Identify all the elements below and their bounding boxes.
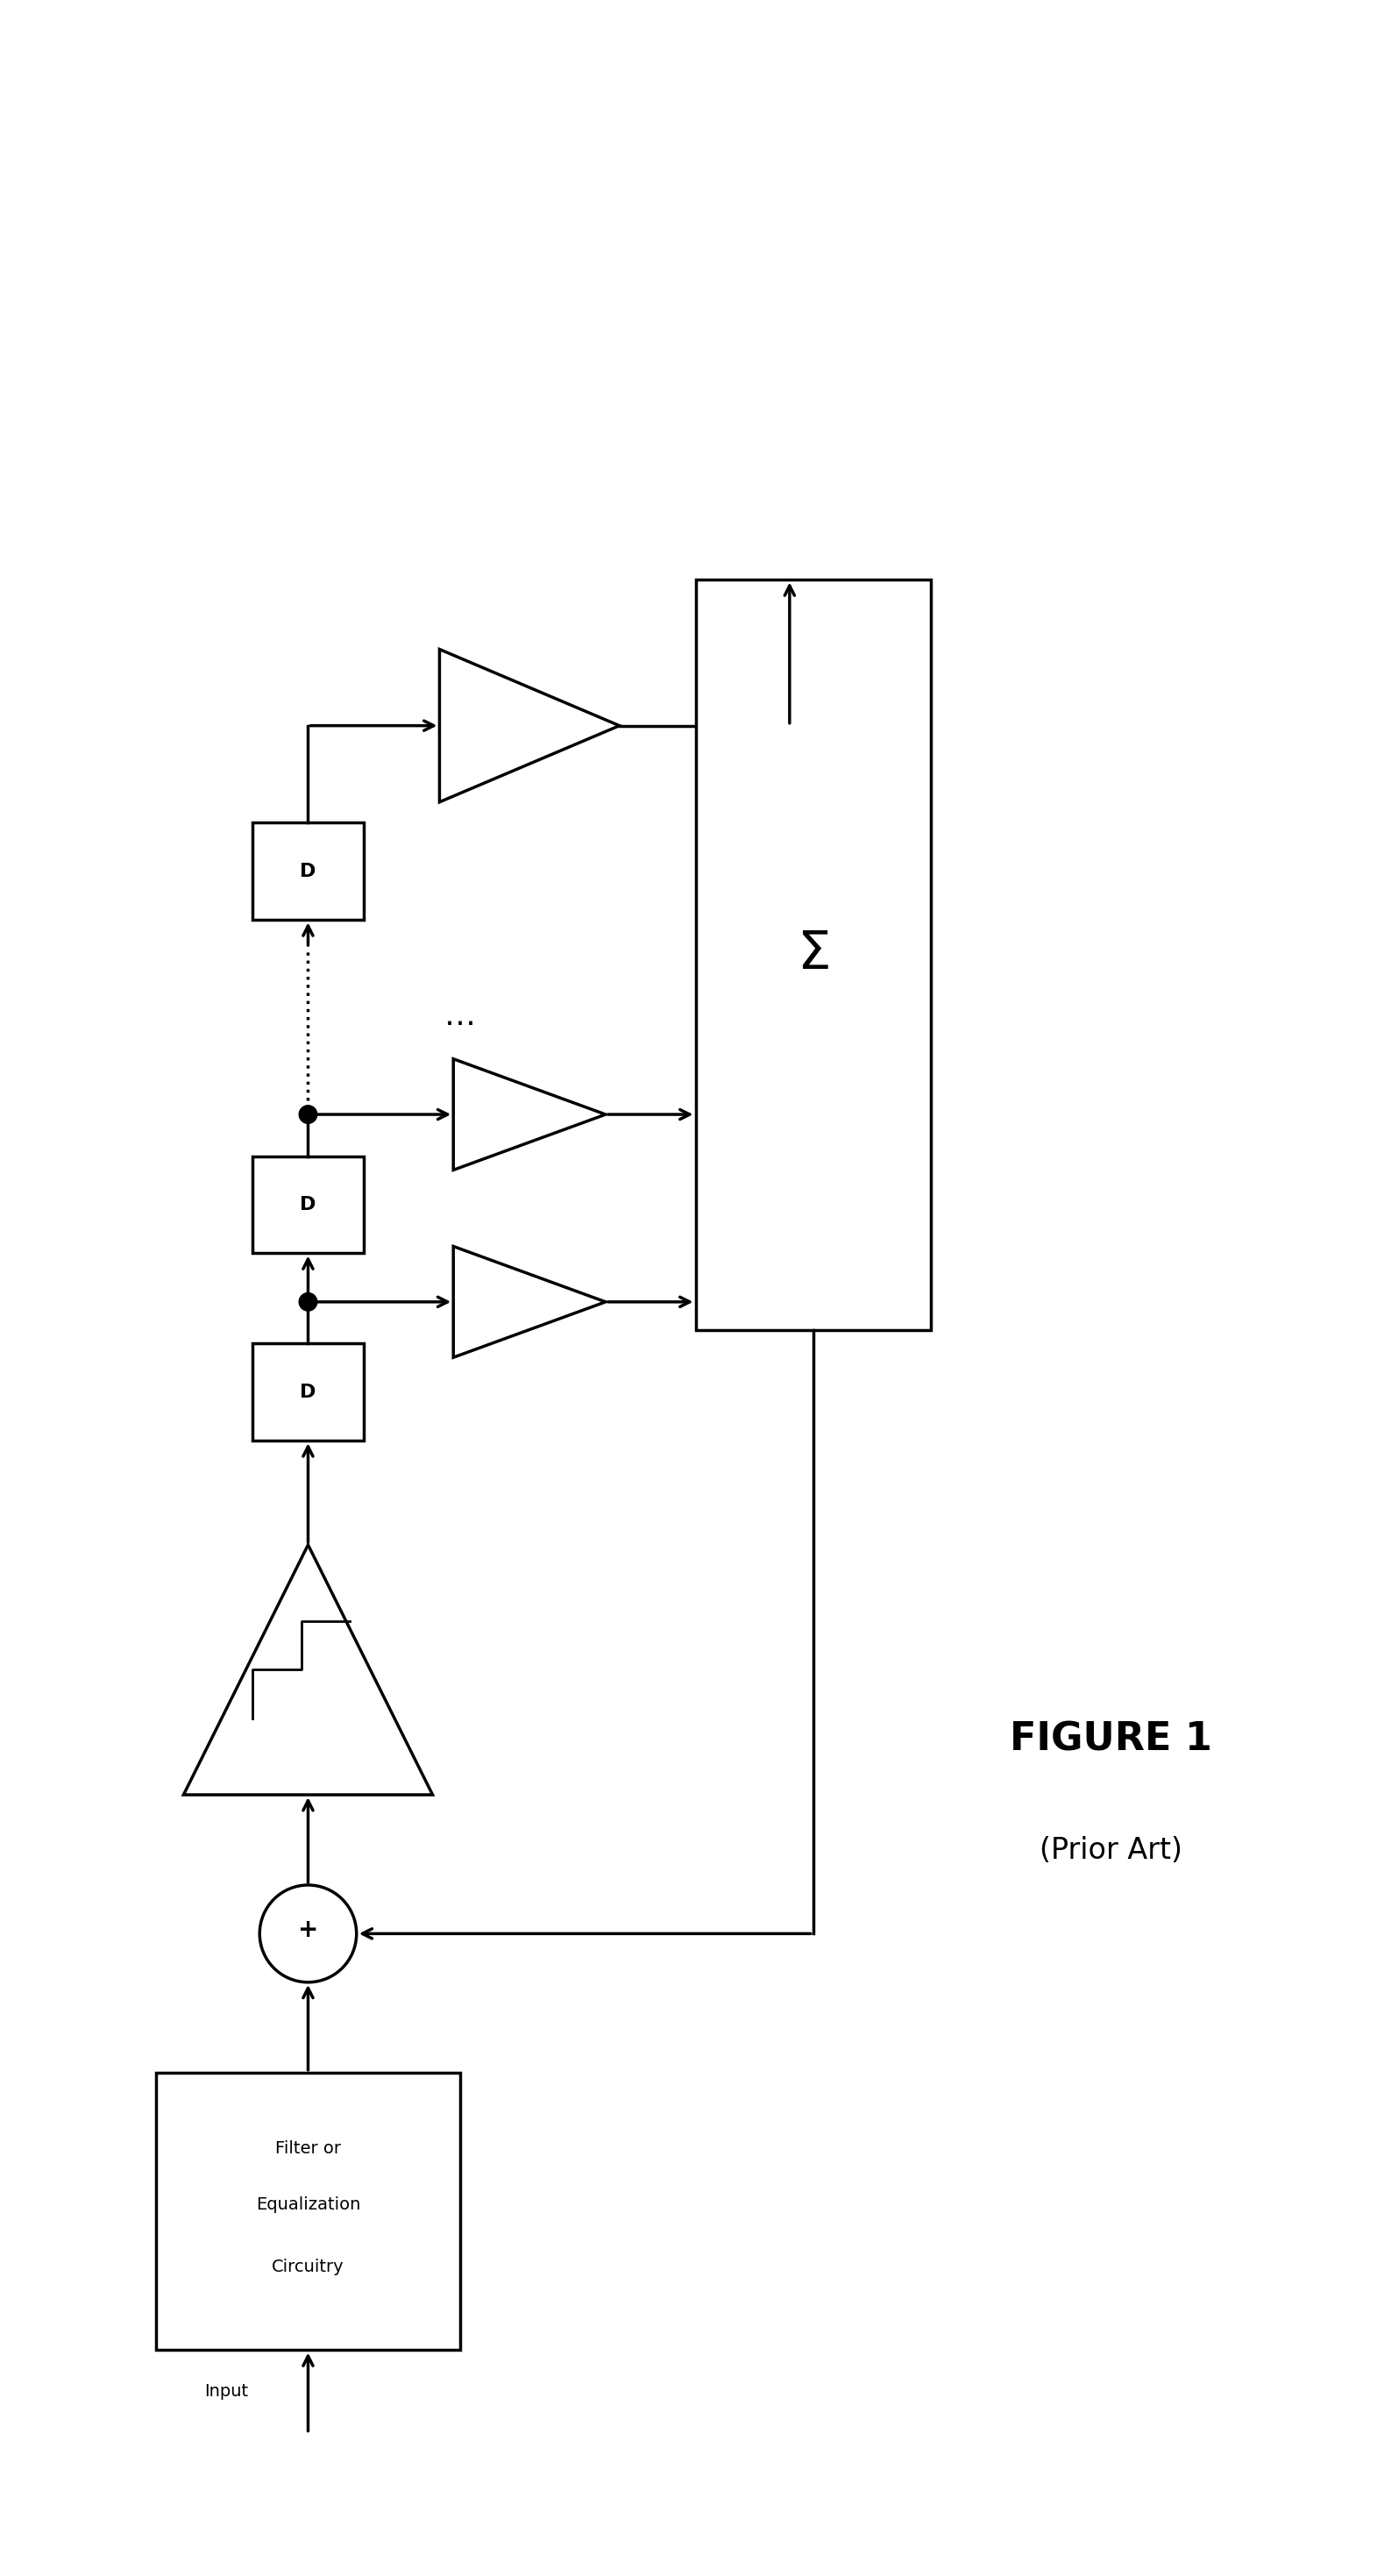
Text: FIGURE 1: FIGURE 1 — [1010, 1721, 1212, 1757]
Polygon shape — [453, 1247, 605, 1358]
Text: D: D — [300, 1195, 316, 1213]
Text: $\Sigma$: $\Sigma$ — [797, 930, 829, 981]
Text: Circuitry: Circuitry — [271, 2259, 345, 2275]
Text: Filter or: Filter or — [275, 2141, 341, 2156]
Text: D: D — [300, 1383, 316, 1401]
Bar — [156, 2074, 460, 2349]
Bar — [253, 1345, 363, 1440]
Text: D: D — [300, 863, 316, 881]
Circle shape — [299, 1105, 317, 1123]
Polygon shape — [184, 1546, 433, 1795]
Circle shape — [299, 1293, 317, 1311]
Text: Equalization: Equalization — [256, 2197, 360, 2213]
Circle shape — [260, 1886, 356, 1984]
Bar — [253, 1157, 363, 1255]
Polygon shape — [440, 649, 619, 801]
Bar — [253, 822, 363, 920]
Polygon shape — [453, 1059, 605, 1170]
Text: Input: Input — [204, 2383, 248, 2401]
Bar — [696, 580, 931, 1329]
Text: ⋯: ⋯ — [445, 1010, 476, 1038]
Text: +: + — [298, 1917, 319, 1942]
Text: (Prior Art): (Prior Art) — [1039, 1837, 1182, 1865]
